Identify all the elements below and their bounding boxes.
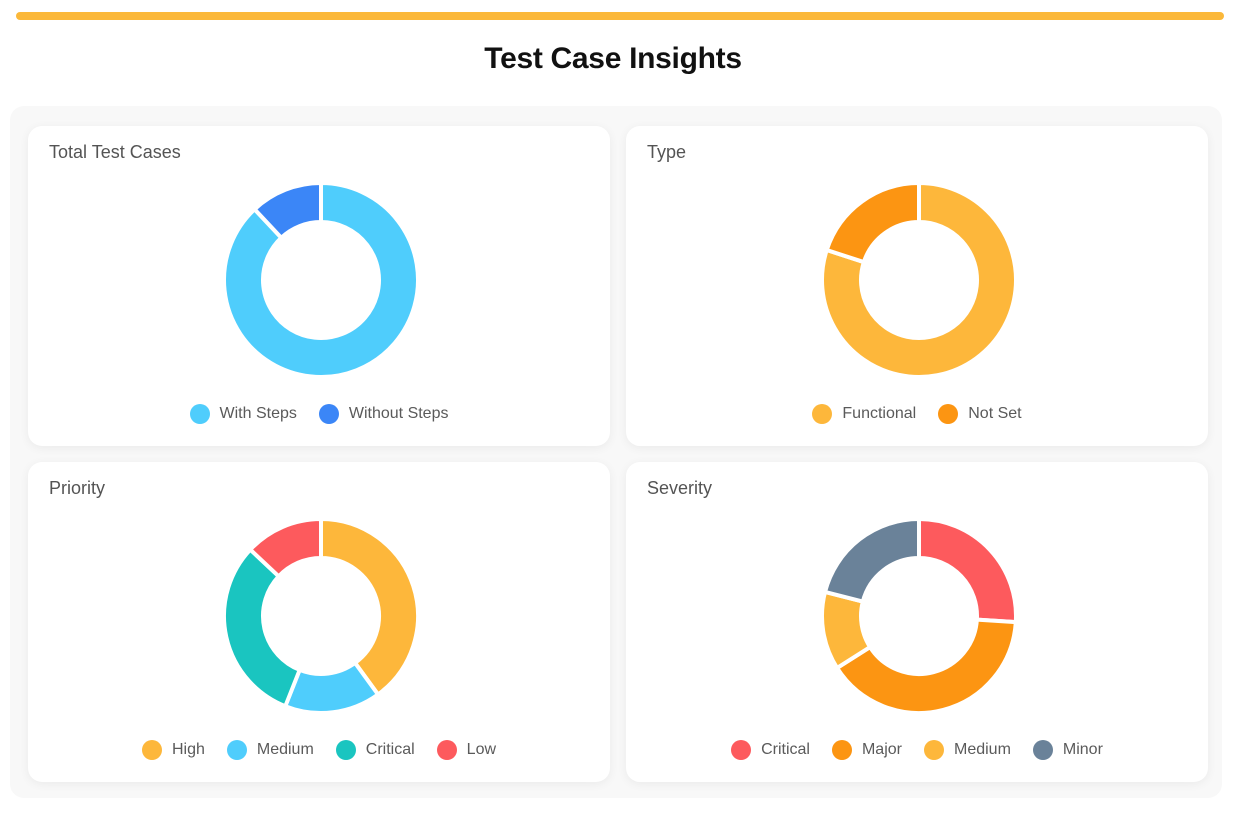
legend-swatch (831, 740, 852, 760)
slice-not-set[interactable] (824, 180, 921, 265)
page-title: Test Case Insights (484, 42, 742, 75)
legend-swatch (731, 740, 752, 760)
legend-label: Critical (365, 741, 415, 758)
legend-label: Major (861, 741, 902, 758)
legend-swatch (1032, 740, 1053, 760)
chart-card-priority: Priority High Medium Critical Low (28, 462, 610, 782)
slice-major[interactable] (834, 617, 1018, 715)
legend-swatch (923, 740, 944, 760)
legend-item-without-steps[interactable]: Without Steps (318, 404, 449, 424)
legend-item-medium[interactable]: Medium (226, 740, 314, 760)
chart-legend: Functional Not Set (626, 404, 1208, 424)
legend-item-critical[interactable]: Critical (335, 740, 415, 760)
legend-item-critical[interactable]: Critical (731, 740, 810, 760)
legend-label: Low (466, 741, 497, 758)
slice-low[interactable] (247, 516, 323, 580)
charts-panel: Total Test Cases With Steps Without Steps… (10, 106, 1222, 798)
chart-card-type: Type Functional Not Set (626, 126, 1208, 446)
legend-label: Minor (1062, 741, 1103, 758)
chart-legend: With Steps Without Steps (28, 404, 610, 424)
legend-swatch (318, 404, 339, 424)
chart-legend: High Medium Critical Low (28, 740, 610, 760)
slice-with-steps[interactable] (222, 180, 420, 379)
legend-item-medium[interactable]: Medium (923, 740, 1011, 760)
legend-item-minor[interactable]: Minor (1032, 740, 1103, 760)
legend-item-functional[interactable]: Functional (812, 404, 916, 424)
legend-swatch (189, 404, 210, 424)
legend-swatch (335, 740, 356, 760)
chart-card-total-test-cases: Total Test Cases With Steps Without Steps (28, 126, 610, 446)
chart-legend: Critical Major Medium Minor (626, 740, 1208, 760)
legend-label: Not Set (968, 405, 1022, 422)
legend-label: With Steps (219, 405, 297, 422)
legend-label: High (171, 741, 205, 758)
legend-item-not-set[interactable]: Not Set (938, 404, 1022, 424)
legend-swatch (436, 740, 457, 760)
legend-swatch (938, 404, 959, 424)
chart-title: Priority (49, 478, 106, 498)
legend-label: Without Steps (348, 405, 449, 422)
chart-card-severity: Severity Critical Major Medium Minor (626, 462, 1208, 782)
slice-critical[interactable] (917, 516, 1018, 625)
chart-title: Type (647, 142, 687, 162)
slice-critical[interactable] (222, 546, 303, 709)
legend-label: Medium (953, 741, 1011, 758)
slice-high[interactable] (319, 516, 420, 698)
legend-label: Medium (256, 741, 314, 758)
slice-functional[interactable] (820, 180, 1018, 379)
legend-swatch (226, 740, 247, 760)
legend-item-major[interactable]: Major (831, 740, 902, 760)
top-accent-bar (16, 12, 1224, 20)
donut-chart-severity (820, 516, 1018, 715)
legend-item-with-steps[interactable]: With Steps (189, 404, 297, 424)
donut-chart-total-test-cases (222, 180, 420, 379)
legend-label: Functional (842, 405, 917, 422)
slice-without-steps[interactable] (251, 180, 323, 241)
chart-title: Severity (647, 478, 713, 498)
legend-swatch (141, 740, 162, 760)
legend-item-low[interactable]: Low (436, 740, 497, 760)
donut-chart-priority (222, 516, 420, 715)
slice-minor[interactable] (822, 516, 921, 605)
chart-title: Total Test Cases (49, 142, 181, 162)
legend-label: Critical (761, 741, 810, 758)
legend-item-high[interactable]: High (141, 740, 205, 760)
donut-chart-type (820, 180, 1018, 379)
legend-swatch (812, 404, 833, 424)
